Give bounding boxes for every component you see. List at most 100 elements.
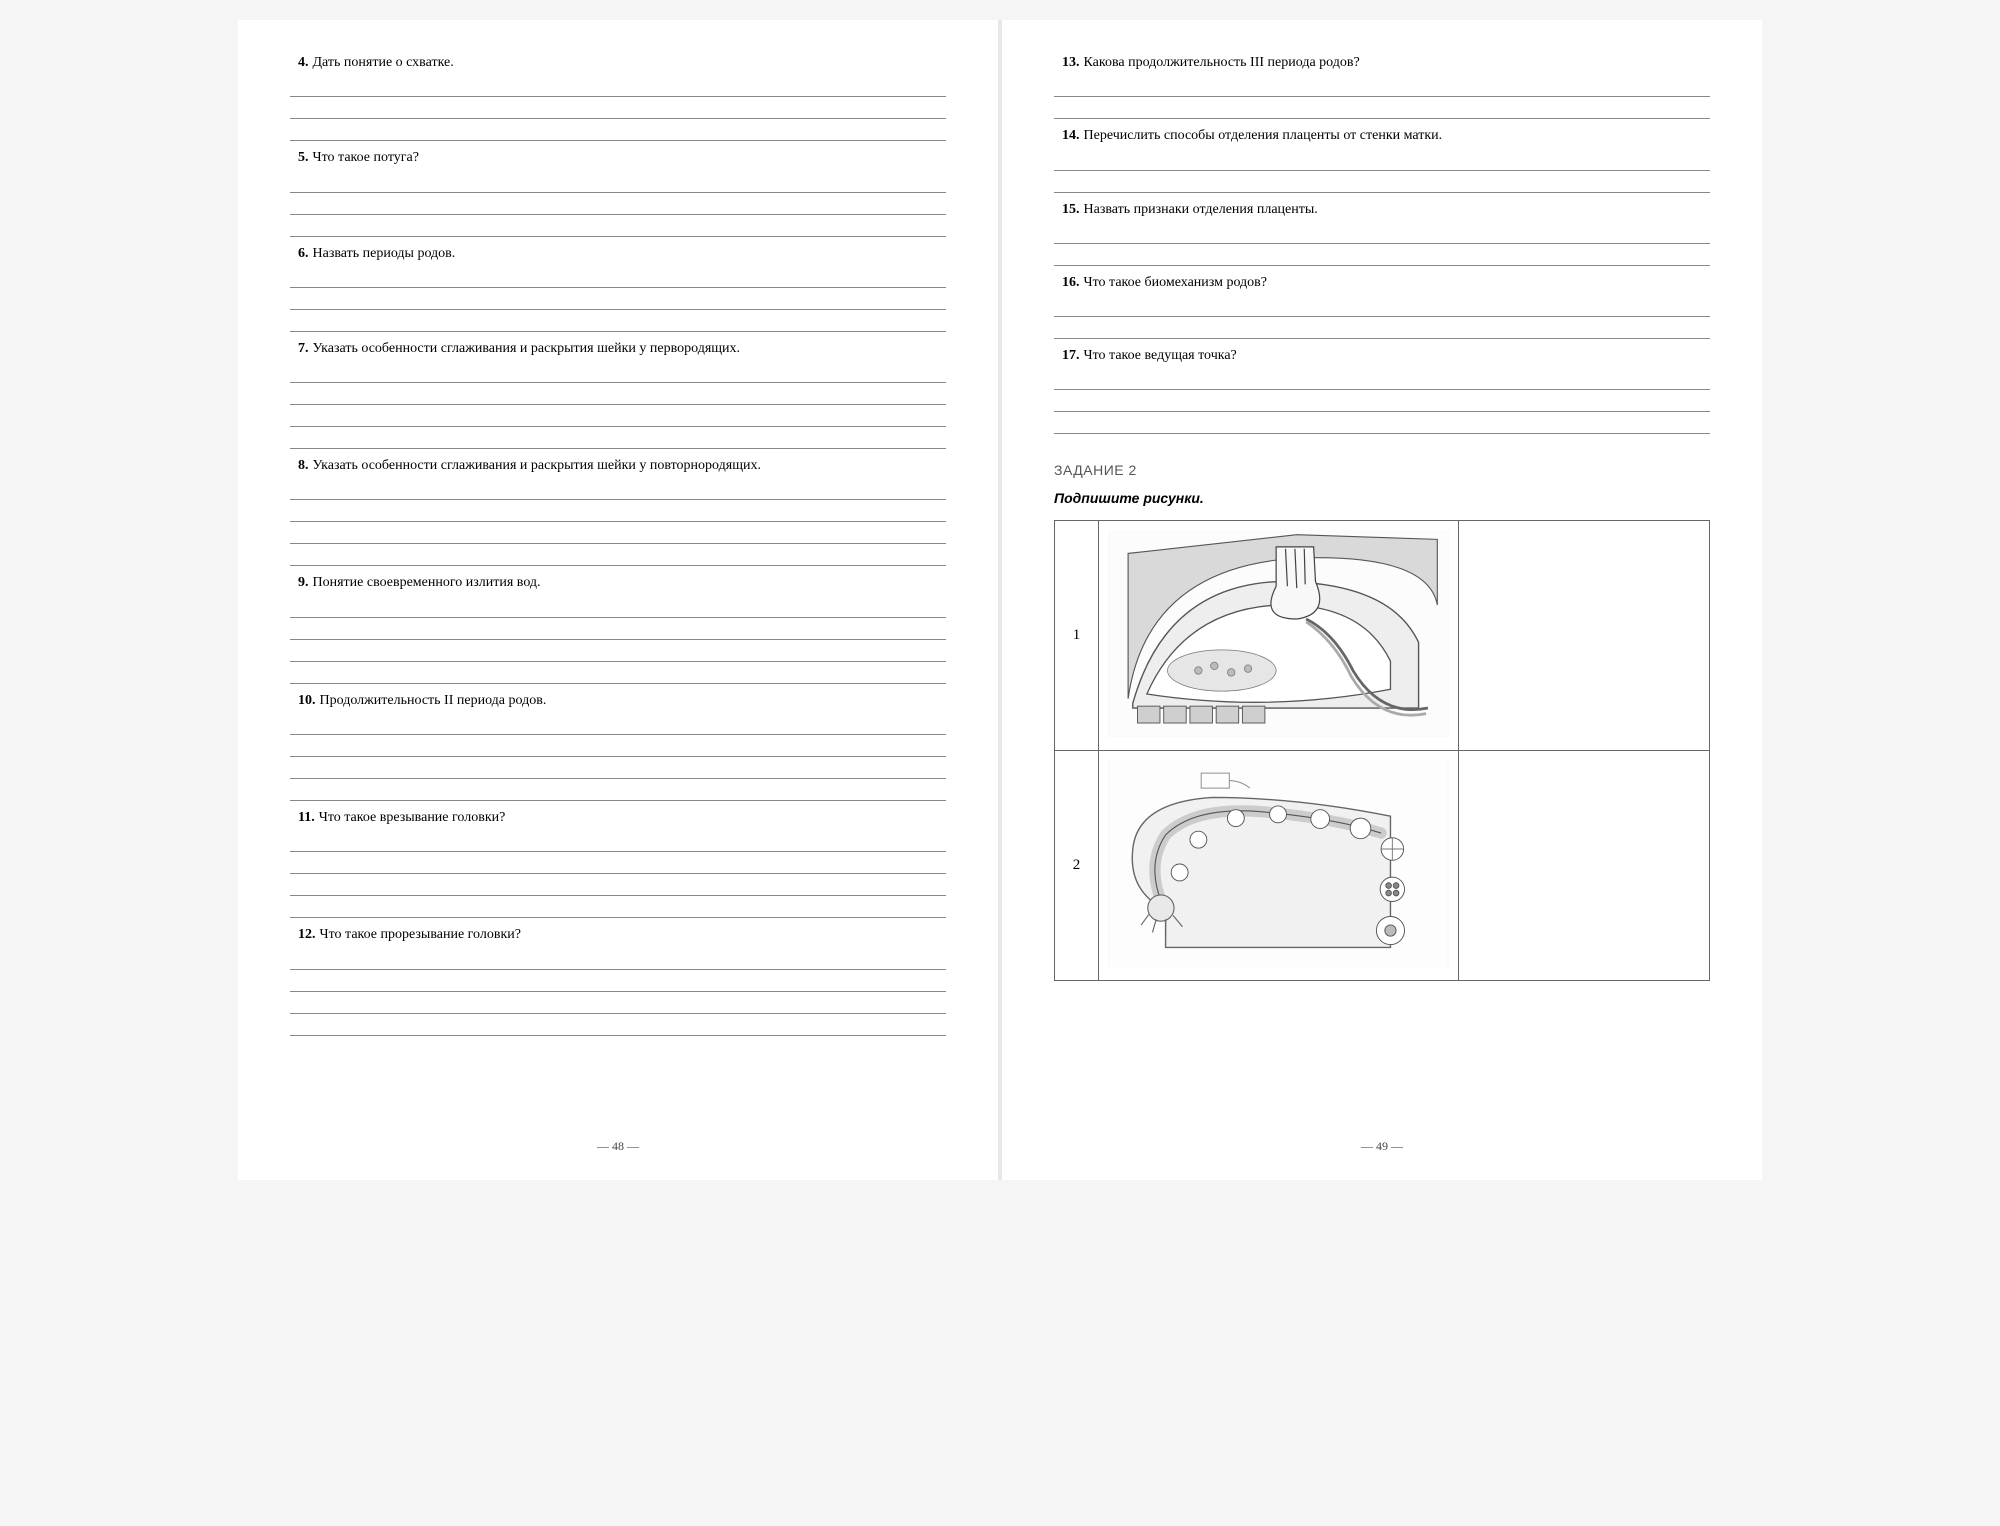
question-text: Указать особенности сглаживания и раскры… [313, 456, 762, 476]
answer-line[interactable] [290, 970, 946, 992]
question-number: 12. [298, 925, 316, 945]
question-block: 11.Что такое врезывание головки? [290, 805, 946, 918]
question-prompt: 8.Указать особенности сглаживания и раск… [290, 453, 946, 478]
question-prompt: 11.Что такое врезывание головки? [290, 805, 946, 830]
answer-line[interactable] [290, 830, 946, 852]
answer-line[interactable] [290, 1014, 946, 1036]
question-block: 16.Что такое биомеханизм родов? [1054, 270, 1710, 339]
question-text: Что такое биомеханизм родов? [1084, 273, 1268, 293]
question-number: 5. [298, 148, 309, 168]
question-prompt: 12.Что такое прорезывание головки? [290, 922, 946, 947]
question-block: 12.Что такое прорезывание головки? [290, 922, 946, 1035]
answer-line[interactable] [1054, 244, 1710, 266]
question-number: 9. [298, 573, 309, 593]
anatomy-illustration-2 [1108, 760, 1448, 966]
question-number: 10. [298, 691, 316, 711]
answer-line[interactable] [290, 75, 946, 97]
answer-line[interactable] [290, 640, 946, 662]
question-block: 17.Что такое ведущая точка? [1054, 343, 1710, 434]
question-block: 10.Продолжительность II периода родов. [290, 688, 946, 801]
answer-line[interactable] [290, 310, 946, 332]
answer-line[interactable] [1054, 97, 1710, 119]
answer-line[interactable] [290, 992, 946, 1014]
page-number-left: — 48 — [290, 1139, 946, 1160]
answer-line[interactable] [290, 215, 946, 237]
answer-line[interactable] [290, 427, 946, 449]
question-block: 14.Перечислить способы отделения плацент… [1054, 123, 1710, 192]
question-prompt: 13.Какова продолжительность III периода … [1054, 50, 1710, 75]
question-prompt: 7.Указать особенности сглаживания и раск… [290, 336, 946, 361]
question-number: 14. [1062, 126, 1080, 146]
answer-line[interactable] [290, 193, 946, 215]
question-prompt: 14.Перечислить способы отделения плацент… [1054, 123, 1710, 148]
question-text: Дать понятие о схватке. [313, 53, 454, 73]
question-text: Продолжительность II периода родов. [320, 691, 547, 711]
answer-line[interactable] [290, 735, 946, 757]
answer-line[interactable] [1054, 412, 1710, 434]
answer-line[interactable] [1054, 317, 1710, 339]
question-block: 8.Указать особенности сглаживания и раск… [290, 453, 946, 566]
question-prompt: 16.Что такое биомеханизм родов? [1054, 270, 1710, 295]
right-page: 13.Какова продолжительность III периода … [1002, 20, 1762, 1180]
answer-line[interactable] [290, 596, 946, 618]
page-number-right: — 49 — [1054, 1139, 1710, 1160]
answer-line[interactable] [290, 544, 946, 566]
answer-line[interactable] [1054, 75, 1710, 97]
answer-line[interactable] [1054, 390, 1710, 412]
question-prompt: 15.Назвать признаки отделения плаценты. [1054, 197, 1710, 222]
question-text: Назвать периоды родов. [313, 244, 456, 264]
answer-line[interactable] [290, 618, 946, 640]
answer-line[interactable] [290, 383, 946, 405]
answer-line[interactable] [290, 171, 946, 193]
answer-line[interactable] [290, 874, 946, 896]
question-number: 17. [1062, 346, 1080, 366]
answer-line[interactable] [290, 948, 946, 970]
answer-line[interactable] [290, 713, 946, 735]
figure-answer-cell-2[interactable] [1459, 751, 1710, 981]
question-text: Что такое прорезывание головки? [320, 925, 521, 945]
answer-line[interactable] [290, 361, 946, 383]
answer-line[interactable] [290, 779, 946, 801]
answer-line[interactable] [1054, 171, 1710, 193]
question-text: Назвать признаки отделения плаценты. [1084, 200, 1318, 220]
question-prompt: 5.Что такое потуга? [290, 145, 946, 170]
question-prompt: 9.Понятие своевременного излития вод. [290, 570, 946, 595]
answer-line[interactable] [290, 662, 946, 684]
question-prompt: 6.Назвать периоды родов. [290, 241, 946, 266]
answer-line[interactable] [290, 757, 946, 779]
figure-table: 1 [1054, 520, 1710, 981]
answer-line[interactable] [290, 405, 946, 427]
question-block: 5.Что такое потуга? [290, 145, 946, 236]
answer-line[interactable] [290, 896, 946, 918]
answer-line[interactable] [290, 478, 946, 500]
question-block: 6.Назвать периоды родов. [290, 241, 946, 332]
figure-row-2: 2 [1055, 751, 1710, 981]
answer-line[interactable] [1054, 295, 1710, 317]
figure-number-cell: 1 [1055, 521, 1099, 751]
answer-line[interactable] [1054, 222, 1710, 244]
answer-line[interactable] [290, 97, 946, 119]
answer-line[interactable] [290, 852, 946, 874]
figure-answer-cell-1[interactable] [1459, 521, 1710, 751]
question-prompt: 4.Дать понятие о схватке. [290, 50, 946, 75]
question-prompt: 10.Продолжительность II периода родов. [290, 688, 946, 713]
answer-line[interactable] [1054, 149, 1710, 171]
question-block: 4.Дать понятие о схватке. [290, 50, 946, 141]
answer-line[interactable] [290, 266, 946, 288]
answer-line[interactable] [290, 500, 946, 522]
question-prompt: 17.Что такое ведущая точка? [1054, 343, 1710, 368]
answer-line[interactable] [290, 522, 946, 544]
figure-row-1: 1 [1055, 521, 1710, 751]
left-content: 4.Дать понятие о схватке. 5.Что такое пот… [290, 50, 946, 1139]
figure-image-cell-1 [1099, 521, 1459, 751]
task2-header: ЗАДАНИЕ 2 [1054, 462, 1710, 478]
answer-line[interactable] [1054, 368, 1710, 390]
question-number: 8. [298, 456, 309, 476]
answer-line[interactable] [290, 288, 946, 310]
question-number: 7. [298, 339, 309, 359]
answer-line[interactable] [290, 119, 946, 141]
question-block: 7.Указать особенности сглаживания и раск… [290, 336, 946, 449]
question-block: 13.Какова продолжительность III периода … [1054, 50, 1710, 119]
anatomy-illustration-1 [1108, 530, 1448, 736]
question-block: 15.Назвать признаки отделения плаценты. [1054, 197, 1710, 266]
